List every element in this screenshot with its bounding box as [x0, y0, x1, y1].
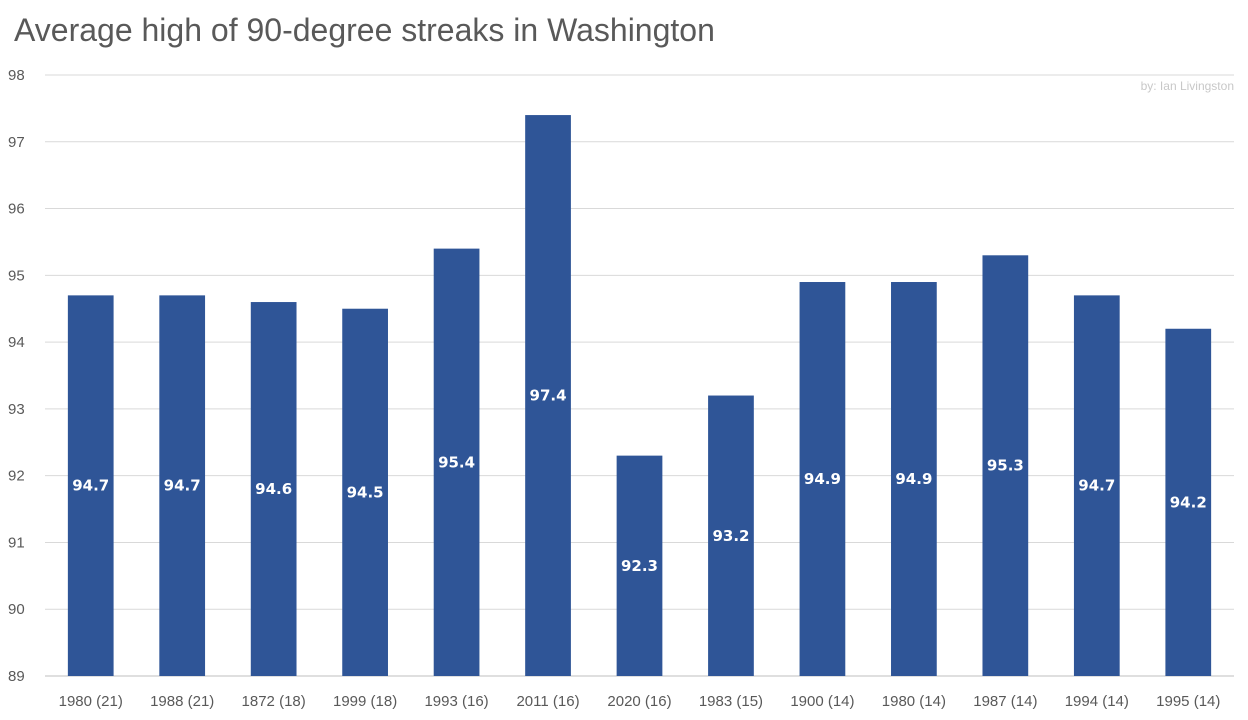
bar	[1165, 328, 1212, 676]
x-tick-label: 2020 (16)	[607, 693, 671, 710]
bar-data-label: 95.4	[438, 453, 475, 471]
bar	[525, 115, 571, 677]
bar-data-label: 95.3	[987, 457, 1024, 475]
y-tick-label: 94	[8, 334, 25, 351]
bar	[67, 295, 114, 676]
x-tick-label: 2011 (16)	[516, 693, 579, 710]
y-tick-label: 92	[8, 468, 25, 485]
bar	[159, 295, 206, 676]
bar-data-label: 94.9	[804, 470, 841, 488]
bar	[433, 248, 480, 676]
y-tick-label: 91	[8, 534, 25, 551]
x-tick-label: 1983 (15)	[699, 693, 763, 710]
y-tick-label: 89	[8, 668, 25, 685]
bar	[250, 302, 297, 676]
bar	[891, 282, 937, 676]
y-axis-ticks: 89 90 91 92 93 94 95 96 97 98	[8, 67, 25, 685]
data-labels: 94.7 94.7 94.6 94.5 95.4 97.4 92.3 93.2 94.9 94.9…	[72, 387, 1207, 575]
bar	[708, 395, 754, 676]
bar-data-label: 92.3	[621, 557, 658, 575]
x-tick-label: 1900 (14)	[790, 693, 854, 710]
x-axis-ticks: 1980 (21) 1988 (21) 1872 (18) 1999 (18) 1993…	[59, 693, 1221, 710]
bar-data-label: 94.2	[1170, 493, 1207, 511]
y-tick-label: 95	[8, 267, 25, 284]
bar-data-label: 94.5	[347, 483, 384, 501]
bar-data-label: 94.9	[895, 470, 932, 488]
y-tick-label: 96	[8, 201, 25, 218]
x-tick-label: 1987 (14)	[973, 693, 1037, 710]
x-tick-label: 1980 (21)	[59, 693, 123, 710]
bar-data-label: 93.2	[712, 527, 749, 545]
x-tick-label: 1994 (14)	[1065, 693, 1129, 710]
bar-data-label: 94.7	[164, 477, 201, 495]
bar	[799, 282, 846, 676]
bar	[982, 255, 1029, 677]
y-tick-label: 90	[8, 601, 25, 618]
bar-data-label: 97.4	[530, 387, 567, 405]
bar	[1073, 295, 1120, 676]
x-tick-label: 1988 (21)	[150, 693, 214, 710]
y-tick-label: 98	[8, 67, 25, 84]
y-tick-label: 97	[8, 134, 25, 151]
x-tick-label: 1993 (16)	[424, 693, 488, 710]
bar	[342, 308, 388, 676]
bar-data-label: 94.6	[255, 480, 292, 498]
bar-data-label: 94.7	[72, 477, 109, 495]
bar-data-label: 94.7	[1078, 477, 1115, 495]
chart-credit: by: Ian Livingston	[1140, 79, 1234, 93]
bars	[67, 115, 1212, 677]
x-tick-label: 1999 (18)	[333, 693, 397, 710]
x-tick-label: 1872 (18)	[242, 693, 306, 710]
x-tick-label: 1995 (14)	[1156, 693, 1220, 710]
bar	[616, 455, 663, 676]
y-tick-label: 93	[8, 401, 25, 418]
x-tick-label: 1980 (14)	[882, 693, 946, 710]
chart-title: Average high of 90-degree streaks in Was…	[14, 12, 715, 48]
